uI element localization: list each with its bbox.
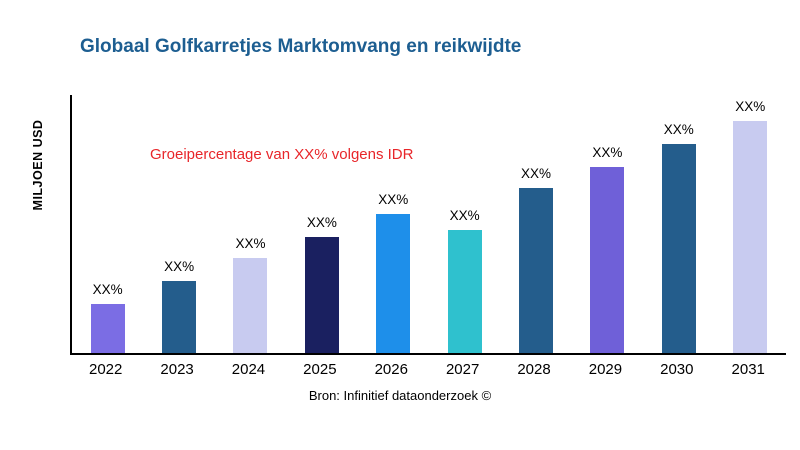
bar-value-label: XX% [663,122,694,137]
x-tick-label: 2030 [660,361,694,378]
bar-value-label: XX% [521,166,552,181]
bar-value-label: XX% [306,215,337,230]
bar-value-label: XX% [235,236,266,251]
bar-column: XX% [643,95,714,353]
x-tick-label: 2023 [160,361,194,378]
bar-column: XX% [286,95,357,353]
growth-annotation: Groeipercentage van XX% volgens IDR [150,146,414,163]
bar-column: XX% [215,95,286,353]
bar-column: XX% [715,95,786,353]
source-caption: Bron: Infinitief dataonderzoek © [308,388,492,403]
bar [519,188,554,353]
chart-title: Globaal Golfkarretjes Marktomvang en rei… [80,36,522,57]
x-tick-label: 2025 [303,361,337,378]
x-tick-label: 2022 [89,361,123,378]
bar [233,258,268,353]
x-tick-label: 2031 [731,361,765,378]
bar-column: XX% [429,95,500,353]
bar [447,230,482,353]
bar [590,167,625,353]
bar [733,121,768,353]
bar-value-label: XX% [449,208,480,223]
bar-column: XX% [72,95,143,353]
x-tick-label: 2028 [517,361,551,378]
bar [162,281,197,353]
bar [376,214,411,353]
plot-area: XX% XX% XX% XX% XX% XX% XX% XX% XX% XX% [70,95,786,355]
bar-value-label: XX% [92,282,123,297]
bar-value-label: XX% [735,99,766,114]
bar-value-label: XX% [592,145,623,160]
bar-column: XX% [144,95,215,353]
bar-column: XX% [358,95,429,353]
bar [661,144,696,353]
x-tick-label: 2027 [445,361,480,378]
bar-column: XX% [501,95,572,353]
x-tick-label: 2029 [588,361,623,378]
bar [304,237,339,353]
bar-column: XX% [572,95,643,353]
bar-value-label: XX% [378,192,409,207]
bars: XX% XX% XX% XX% XX% XX% XX% XX% XX% XX% [72,95,786,353]
x-tick-label: 2026 [374,361,408,378]
bar-value-label: XX% [164,259,195,274]
bar [90,304,125,353]
x-tick-label: 2024 [231,361,266,378]
y-axis-label: MILJOEN USD [31,119,45,211]
x-ticks: 2022 2023 2024 2025 2026 2027 2028 2029 2030 2031 [70,361,784,378]
